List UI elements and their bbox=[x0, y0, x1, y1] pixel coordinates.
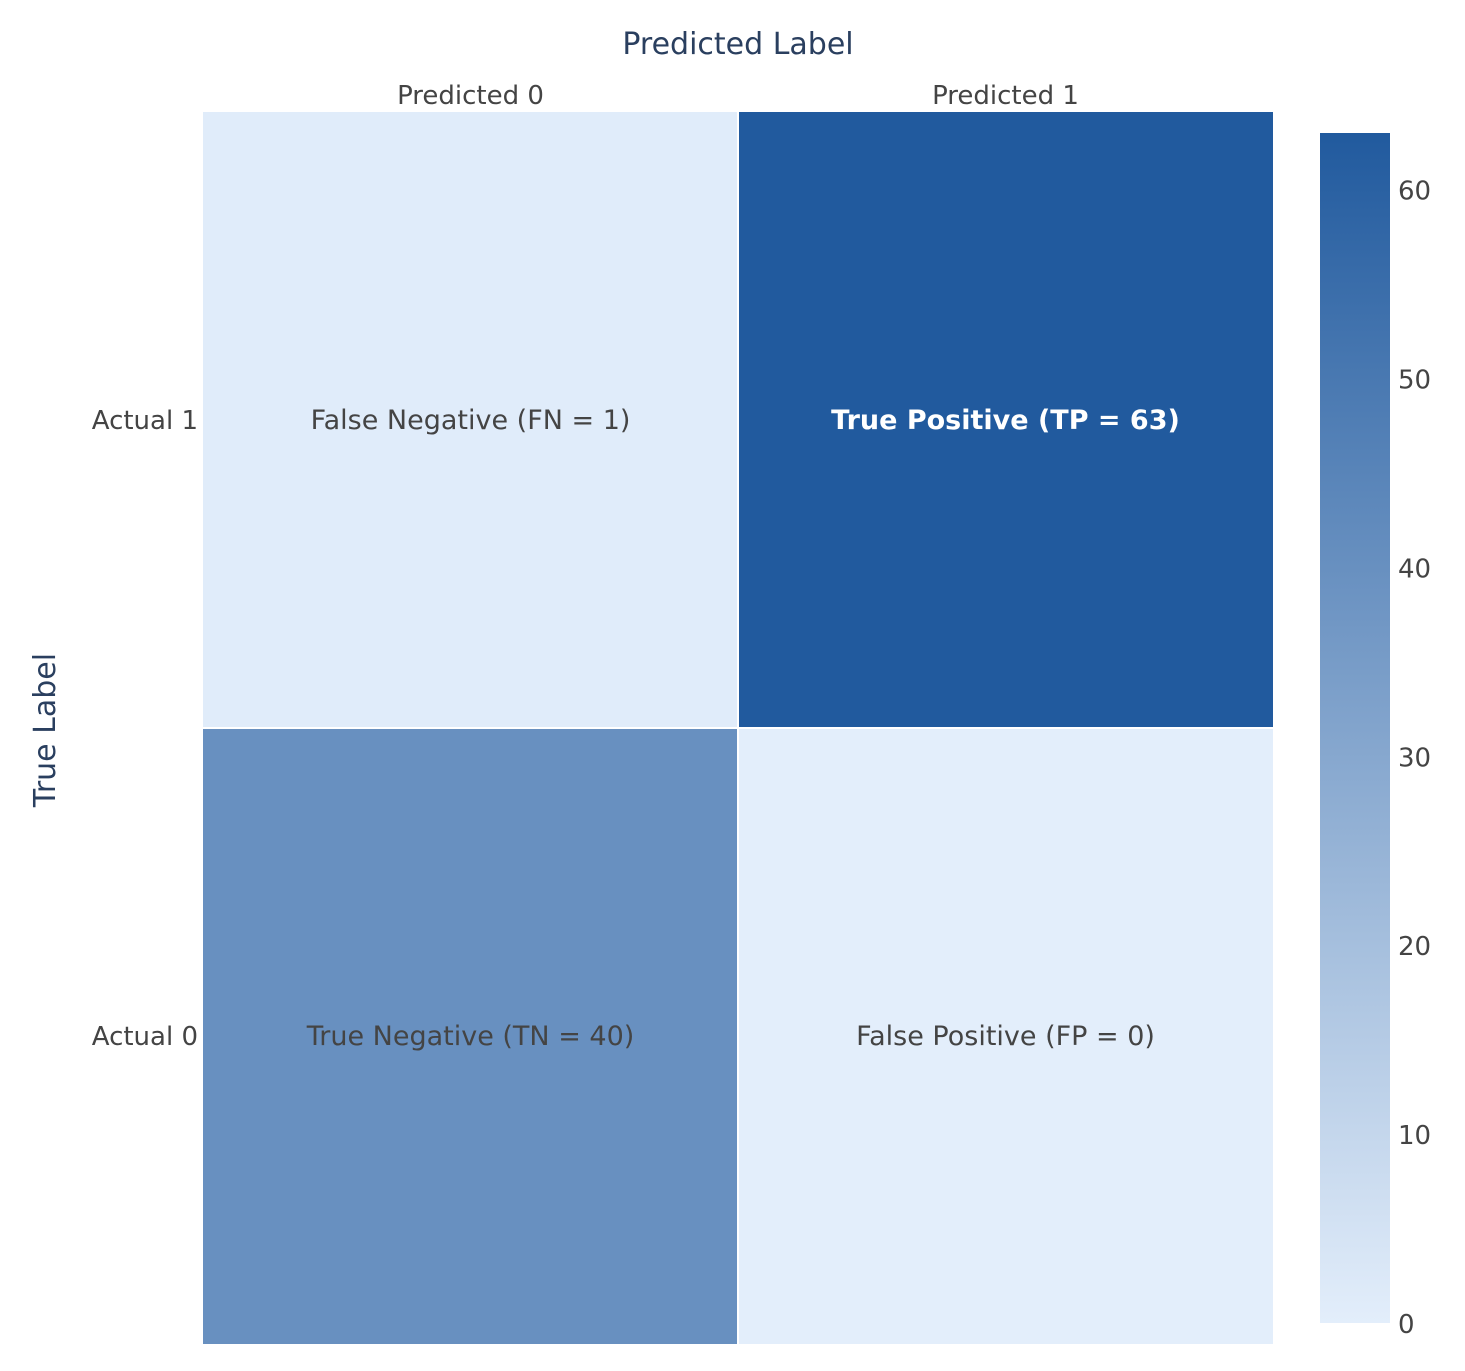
colorbar-tick-label: 10 bbox=[1398, 1121, 1431, 1151]
colorbar bbox=[1320, 133, 1390, 1323]
y-axis-title: True Label bbox=[28, 653, 63, 808]
colorbar-tick-label: 0 bbox=[1398, 1310, 1415, 1340]
y-tick-label: Actual 1 bbox=[92, 406, 198, 436]
x-axis-ticks: Predicted 0 Predicted 1 bbox=[397, 81, 1079, 111]
heatmap-cell bbox=[203, 729, 737, 1344]
colorbar-tick-label: 20 bbox=[1398, 932, 1431, 962]
x-tick-label: Predicted 1 bbox=[932, 81, 1079, 111]
heatmap-cell-label: False Negative (FN = 1) bbox=[311, 405, 631, 436]
colorbar-tick-label: 40 bbox=[1398, 554, 1431, 584]
heatmap-cell bbox=[739, 729, 1273, 1344]
heatmap-cell bbox=[203, 112, 737, 727]
colorbar-tick-label: 30 bbox=[1398, 743, 1431, 773]
heatmap-cell bbox=[739, 112, 1273, 727]
heatmap-cell-label: False Positive (FP = 0) bbox=[856, 1021, 1155, 1052]
colorbar-tick-label: 50 bbox=[1398, 366, 1431, 396]
y-tick-label: Actual 0 bbox=[92, 1022, 198, 1052]
heatmap-cell-labels: False Negative (FN = 1) True Positive (TP… bbox=[306, 405, 1180, 1052]
colorbar-ticks: 0 10 20 30 40 50 60 bbox=[1398, 177, 1431, 1340]
y-axis-ticks: Actual 1 Actual 0 bbox=[92, 406, 198, 1052]
heatmap-cell-label: True Positive (TP = 63) bbox=[831, 405, 1180, 436]
heatmap-cell-label: True Negative (TN = 40) bbox=[306, 1021, 635, 1052]
x-tick-label: Predicted 0 bbox=[397, 81, 544, 111]
x-axis-title: Predicted Label bbox=[622, 27, 853, 62]
colorbar-tick-label: 60 bbox=[1398, 177, 1431, 207]
heatmap-cells bbox=[203, 112, 1273, 1344]
